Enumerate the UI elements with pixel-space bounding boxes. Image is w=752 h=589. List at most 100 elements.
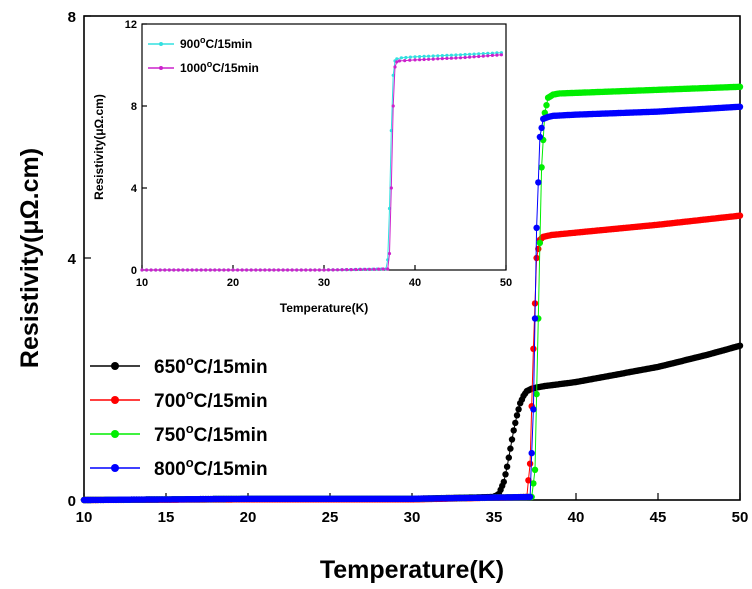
data-point bbox=[495, 51, 499, 55]
data-point bbox=[386, 267, 390, 271]
data-point bbox=[389, 186, 393, 190]
legend-degree-sup: o bbox=[186, 455, 194, 470]
legend-item-900: 900oC/15min bbox=[148, 35, 252, 51]
data-point bbox=[367, 267, 372, 271]
x-tick-label: 10 bbox=[76, 509, 93, 526]
data-point bbox=[249, 268, 253, 272]
data-point bbox=[427, 57, 431, 61]
data-point bbox=[354, 267, 358, 272]
data-point bbox=[240, 268, 244, 272]
data-point bbox=[736, 212, 744, 219]
data-point bbox=[358, 267, 362, 271]
x-tick-label: 40 bbox=[568, 509, 585, 526]
data-point bbox=[454, 56, 458, 60]
legend-unit: C/15min bbox=[194, 391, 268, 412]
data-point bbox=[340, 268, 344, 272]
data-point bbox=[363, 267, 367, 271]
data-point bbox=[226, 268, 230, 272]
legend-unit: C/15min bbox=[194, 425, 268, 446]
legend-label: 700oC/15min bbox=[154, 387, 268, 412]
legend-temperature: 750 bbox=[154, 425, 186, 446]
data-point bbox=[530, 345, 537, 352]
data-point bbox=[145, 268, 149, 272]
data-point bbox=[387, 252, 392, 256]
data-point bbox=[468, 55, 472, 59]
data-point bbox=[418, 58, 422, 62]
legend-unit: C/15min bbox=[212, 61, 259, 75]
x-tick-label: 50 bbox=[500, 277, 512, 289]
data-point bbox=[263, 268, 267, 272]
legend-temperature: 800 bbox=[154, 459, 186, 480]
data-point bbox=[158, 268, 162, 272]
main-legend: 650oC/15min700oC/15min750oC/15min800oC/1… bbox=[90, 353, 268, 480]
data-point bbox=[533, 254, 540, 262]
data-point bbox=[336, 268, 340, 272]
data-point bbox=[204, 268, 208, 272]
x-tick-label: 30 bbox=[318, 277, 330, 289]
x-tick-label: 10 bbox=[136, 277, 148, 289]
data-point bbox=[510, 427, 517, 434]
data-point bbox=[503, 463, 511, 470]
data-point bbox=[463, 55, 467, 60]
data-point bbox=[422, 57, 426, 62]
series-1000 bbox=[140, 53, 503, 272]
data-point bbox=[399, 56, 403, 60]
data-point bbox=[397, 59, 402, 63]
data-point bbox=[172, 268, 176, 272]
main-y-axis-label: Resistivity(μΩ.cm) bbox=[16, 148, 44, 368]
data-point bbox=[418, 55, 422, 59]
data-point bbox=[304, 268, 308, 272]
inset-y-axis-label: Resistivity(μΩ.cm) bbox=[92, 94, 106, 200]
inset-plot-frame bbox=[141, 23, 507, 271]
data-point bbox=[199, 268, 203, 272]
legend-item-650: 650oC/15min bbox=[90, 353, 268, 378]
data-point bbox=[454, 53, 458, 57]
data-point bbox=[195, 268, 199, 272]
legend-label: 650oC/15min bbox=[154, 353, 268, 378]
legend-marker bbox=[111, 396, 119, 404]
data-point bbox=[502, 471, 509, 478]
data-point bbox=[281, 268, 285, 272]
legend-temperature: 650 bbox=[154, 357, 186, 378]
data-point bbox=[458, 56, 463, 60]
x-tick-label: 50 bbox=[732, 509, 749, 526]
data-point bbox=[299, 268, 303, 272]
legend-marker bbox=[111, 464, 119, 472]
x-tick-label: 15 bbox=[158, 509, 175, 526]
data-point bbox=[236, 268, 240, 272]
data-point bbox=[413, 58, 417, 62]
x-tick-label: 30 bbox=[404, 509, 421, 526]
data-point bbox=[413, 55, 417, 59]
y-tick-label: 4 bbox=[131, 183, 138, 195]
data-point bbox=[543, 102, 550, 109]
data-point bbox=[536, 239, 544, 247]
data-point bbox=[512, 419, 519, 427]
data-point bbox=[440, 57, 444, 61]
data-point bbox=[391, 73, 395, 77]
legend-unit: C/15min bbox=[194, 357, 268, 378]
data-point bbox=[276, 268, 281, 272]
data-point bbox=[538, 164, 545, 171]
data-point bbox=[530, 406, 537, 413]
data-point bbox=[377, 267, 381, 271]
data-point bbox=[290, 268, 294, 272]
data-point bbox=[181, 268, 185, 272]
data-point bbox=[154, 268, 158, 272]
data-point bbox=[472, 55, 476, 59]
data-point bbox=[431, 54, 435, 58]
legend-item-700: 700oC/15min bbox=[90, 387, 268, 412]
data-point bbox=[258, 268, 262, 272]
series-800 bbox=[80, 103, 744, 504]
data-point bbox=[515, 406, 522, 413]
data-point bbox=[404, 55, 408, 60]
legend-marker bbox=[159, 42, 163, 46]
data-point bbox=[190, 268, 194, 272]
data-point bbox=[499, 53, 503, 57]
legend-temperature: 1000 bbox=[180, 61, 207, 75]
data-point bbox=[208, 268, 212, 272]
data-point bbox=[140, 268, 144, 272]
data-point bbox=[736, 83, 744, 91]
data-point bbox=[431, 57, 435, 61]
data-point bbox=[468, 52, 472, 56]
data-point bbox=[403, 59, 407, 63]
